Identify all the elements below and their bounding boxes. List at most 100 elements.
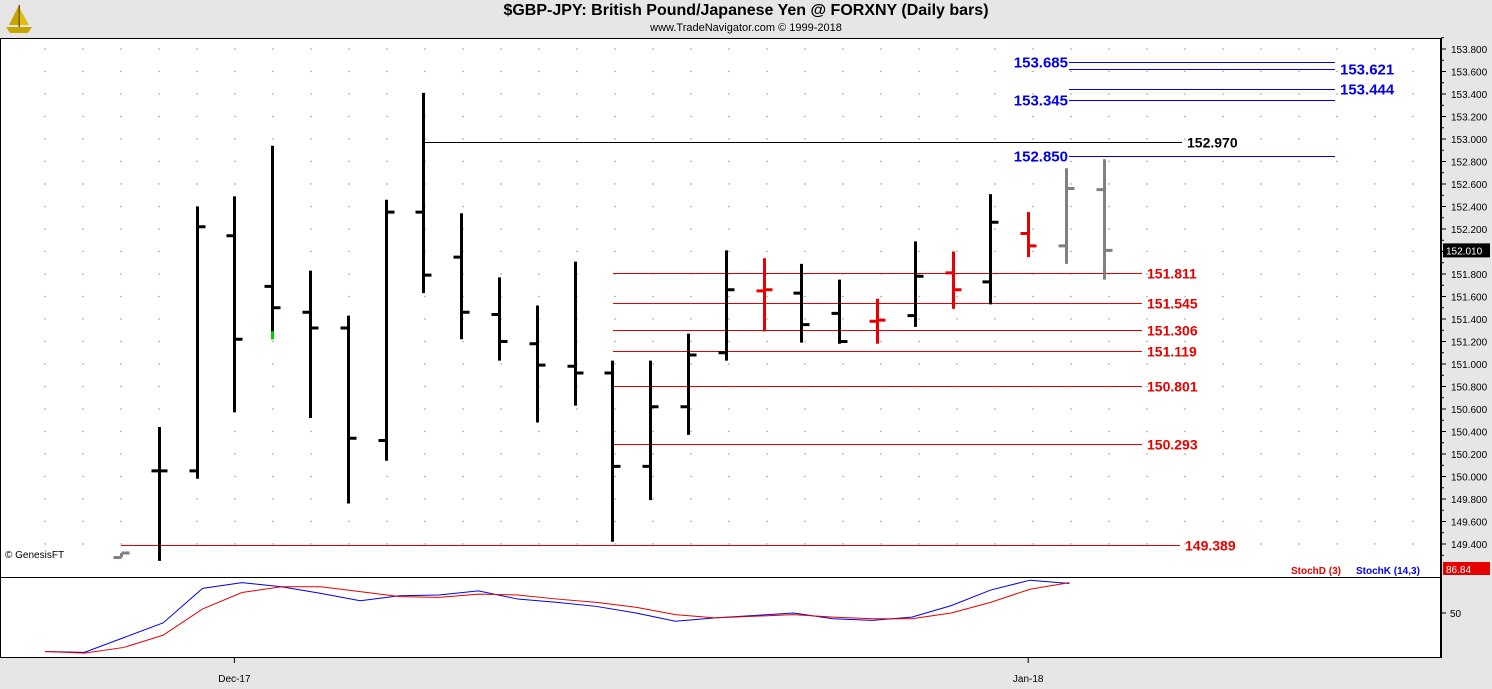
grid-dot: [538, 475, 540, 478]
grid-dot: [348, 93, 350, 95]
grid-dot: [120, 385, 122, 388]
grid-dot: [918, 138, 920, 140]
grid-dot: [1032, 498, 1034, 500]
grid-dot: [690, 318, 692, 320]
grid-dot: [842, 48, 844, 50]
grid-dot: [804, 520, 806, 523]
grid-dot: [386, 160, 388, 163]
grid-dot: [1184, 93, 1186, 95]
ytick-label: 150.200: [1451, 450, 1488, 461]
grid-dot: [614, 318, 616, 320]
grid-dot: [500, 385, 502, 388]
grid-dot: [120, 543, 122, 545]
grid-dot: [1032, 183, 1034, 185]
grid-dot: [690, 340, 692, 343]
grid-dot: [1146, 160, 1148, 163]
grid-dot: [158, 228, 160, 230]
grid-dot: [272, 430, 274, 433]
grid-dot: [500, 543, 502, 545]
grid-dot: [1374, 93, 1376, 95]
grid-dot: [196, 520, 198, 523]
grid-dot: [804, 93, 806, 95]
grid-dot: [690, 228, 692, 230]
grid-dot: [652, 115, 654, 118]
grid-dot: [994, 70, 996, 73]
grid-dot: [82, 318, 84, 320]
grid-dot: [1260, 250, 1262, 253]
grid-dot: [690, 70, 692, 73]
ytick-label: 151.000: [1451, 360, 1488, 371]
stoch-d-legend: StochD (3): [1291, 566, 1341, 577]
grid-dot: [44, 475, 46, 478]
grid-dot: [1146, 430, 1148, 433]
grid-dot: [1222, 70, 1224, 73]
grid-dot: [120, 520, 122, 523]
grid-dot: [1412, 363, 1414, 365]
ohlc-bar: [1058, 168, 1075, 264]
grid-dot: [1146, 498, 1148, 500]
grid-dot: [880, 520, 882, 523]
grid-dot: [1260, 295, 1262, 298]
grid-dot: [766, 318, 768, 320]
grid-dot: [804, 408, 806, 410]
grid-dot: [690, 295, 692, 298]
stoch-line: [44, 582, 1070, 654]
grid-dot: [158, 183, 160, 185]
ytick-label: 150.400: [1451, 428, 1488, 439]
grid-dot: [1032, 93, 1034, 95]
grid-dot: [1222, 475, 1224, 478]
grid-dot: [918, 205, 920, 208]
grid-dot: [994, 318, 996, 320]
grid-dot: [1222, 318, 1224, 320]
grid-dot: [538, 183, 540, 185]
grid-dot: [804, 48, 806, 50]
grid-dot: [120, 70, 122, 73]
grid-dot: [918, 453, 920, 455]
grid-dot: [842, 183, 844, 185]
plot-border: [0, 38, 1441, 658]
grid-dot: [82, 138, 84, 140]
grid-dot: [1336, 273, 1338, 275]
grid-dot: [804, 498, 806, 500]
grid-dot: [272, 340, 274, 343]
grid-dot: [234, 453, 236, 455]
grid-dot: [500, 48, 502, 50]
grid-dot: [1108, 48, 1110, 50]
grid-dot: [1374, 475, 1376, 478]
grid-dot: [880, 453, 882, 455]
level-label: 153.685: [1014, 55, 1068, 72]
grid-dot: [1260, 475, 1262, 478]
grid-dot: [1146, 318, 1148, 320]
grid-dot: [82, 250, 84, 253]
grid-dot: [1260, 205, 1262, 208]
grid-dot: [462, 543, 464, 545]
grid-dot: [1146, 48, 1148, 50]
ohlc-bar: [907, 241, 924, 327]
stoch-ytick-label: 50: [1450, 609, 1462, 620]
grid-dot: [728, 475, 730, 478]
grid-dot: [994, 160, 996, 163]
grid-dot: [1336, 183, 1338, 185]
grid-dot: [234, 160, 236, 163]
grid-dot: [804, 430, 806, 433]
grid-dot: [500, 273, 502, 275]
price-levels: 153.685 153.621 153.444 153.345 152.970 152.8…: [121, 55, 1395, 554]
grid-dot: [842, 453, 844, 455]
grid-dot: [1070, 160, 1072, 163]
grid-dot: [500, 430, 502, 433]
grid-dot: [386, 48, 388, 50]
grid-dot: [728, 408, 730, 410]
grid-dot: [956, 183, 958, 185]
grid-dot: [44, 295, 46, 298]
grid-dot: [82, 160, 84, 163]
grid-dot: [614, 93, 616, 95]
grid-dot: [880, 295, 882, 298]
grid-dot: [44, 93, 46, 95]
watermark: © GenesisFT: [5, 550, 64, 561]
grid-dot: [728, 498, 730, 500]
grid-dot: [804, 340, 806, 343]
grid-dot: [538, 93, 540, 95]
grid-dot: [310, 205, 312, 208]
grid-dot: [614, 115, 616, 118]
grid-dot: [956, 48, 958, 50]
